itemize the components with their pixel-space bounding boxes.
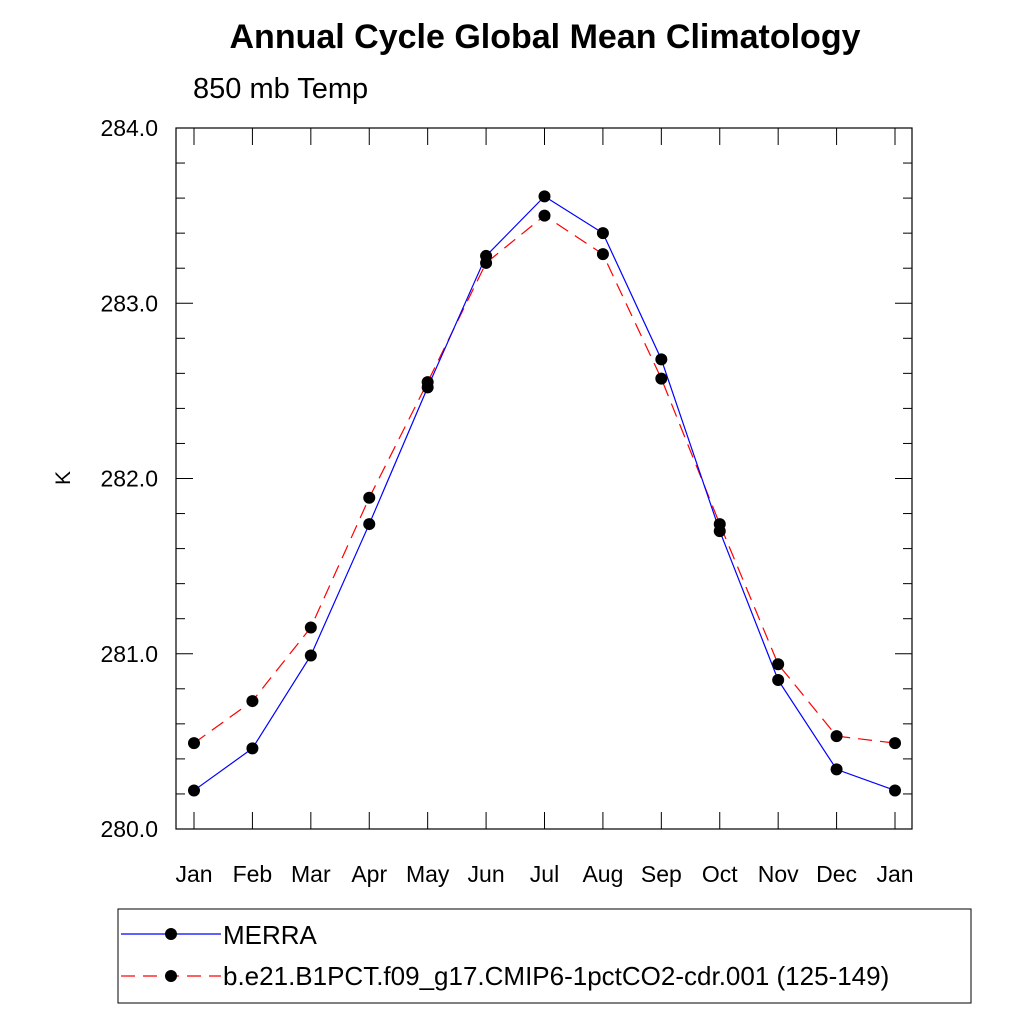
x-tick-label: Jan	[876, 861, 913, 887]
y-tick-label: 284.0	[100, 115, 158, 141]
x-tick-label: Jan	[175, 861, 212, 887]
data-point-s0-0	[188, 784, 200, 797]
legend-label-merra: MERRA	[223, 920, 318, 950]
legend-marker-merra	[165, 928, 177, 940]
data-point-s0-10	[772, 674, 785, 687]
legend-marker-cesm	[165, 970, 177, 982]
legend: MERRA b.e21.B1PCT.f09_g17.CMIP6-1pctCO2-…	[117, 908, 972, 1004]
data-point-s1-3	[363, 491, 376, 504]
x-tick-label: Sep	[641, 861, 682, 887]
data-point-s1-2	[304, 621, 317, 634]
x-tick-label: Jul	[530, 861, 559, 887]
y-tick-label: 281.0	[100, 641, 158, 667]
x-tick-label: Apr	[351, 861, 387, 887]
x-tick-label: May	[406, 861, 450, 887]
series-line-0	[193, 195, 896, 792]
data-point-s0-11	[830, 763, 843, 776]
data-point-s1-10	[772, 658, 785, 671]
data-point-s1-1	[246, 695, 259, 708]
x-tick-label: Nov	[758, 861, 799, 887]
data-point-s0-3	[363, 518, 376, 531]
y-tick-label: 282.0	[100, 466, 158, 492]
series-line-1	[193, 214, 896, 744]
data-point-s1-5	[480, 256, 493, 269]
data-point-s0-1	[246, 742, 259, 755]
x-axis: Jan Feb Mar Apr May Jun Jul Aug Sep Oct Nov Dec Jan	[175, 128, 914, 887]
x-tick-label: Dec	[816, 861, 857, 887]
data-point-s1-7	[596, 248, 609, 261]
chart-subtitle: 850 mb Temp	[193, 73, 368, 105]
data-point-s0-2	[304, 649, 317, 662]
x-tick-label: Feb	[233, 861, 273, 887]
y-tick-label: 280.0	[100, 816, 158, 842]
x-tick-label: Mar	[291, 861, 331, 887]
data-point-s1-6	[538, 209, 551, 222]
legend-box	[117, 908, 972, 1004]
series-layer	[188, 190, 901, 797]
plot-area	[175, 127, 913, 830]
data-point-s0-7	[596, 227, 609, 240]
data-point-s1-12	[889, 737, 901, 750]
legend-label-cesm: b.e21.B1PCT.f09_g17.CMIP6-1pctCO2-cdr.00…	[223, 961, 889, 991]
x-tick-label: Oct	[702, 861, 738, 887]
chart-title: Annual Cycle Global Mean Climatology	[230, 18, 861, 56]
x-tick-label: Aug	[582, 861, 623, 887]
y-axis: 280.0 281.0 282.0 283.0 284.0	[100, 115, 912, 842]
data-point-s0-6	[538, 190, 551, 203]
plot-border	[175, 127, 913, 830]
data-point-s1-8	[655, 372, 668, 385]
data-point-s1-0	[188, 737, 200, 750]
data-point-s1-4	[421, 376, 434, 389]
data-point-s0-8	[655, 353, 668, 366]
data-point-s1-11	[830, 730, 843, 743]
y-tick-label: 283.0	[100, 290, 158, 316]
x-tick-label: Jun	[468, 861, 505, 887]
data-point-s1-9	[713, 518, 726, 531]
data-point-s0-12	[889, 784, 901, 797]
y-axis-title: K	[52, 471, 75, 485]
